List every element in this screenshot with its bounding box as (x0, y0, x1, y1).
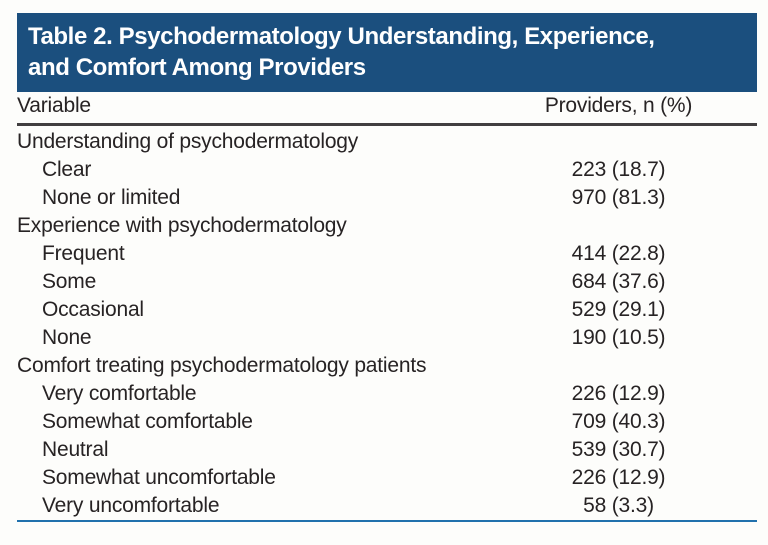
row-label: Some (42, 270, 97, 293)
row-label: Frequent (42, 242, 125, 265)
row-value: 226 (12.9) (571, 466, 666, 489)
row-value: 414 (22.8) (571, 242, 666, 265)
row-label: Occasional (42, 298, 144, 321)
row-value: 529 (29.1) (571, 298, 666, 321)
row-label: Clear (42, 158, 92, 181)
table-header-row: Variable Providers, n (%) (17, 92, 757, 126)
row-label: Understanding of psychodermatology (17, 130, 359, 153)
table-body: Understanding of psychodermatology Clear 2… (17, 126, 757, 522)
column-header-providers: Providers, n (%) (544, 94, 693, 117)
table-row: Somewhat comfortable 709 (40.3) (17, 408, 757, 436)
row-label: None (42, 326, 92, 349)
table-row: None or limited 970 (81.3) (17, 184, 757, 212)
row-value: 223 (18.7) (571, 158, 666, 181)
table-row: Understanding of psychodermatology (17, 128, 757, 156)
table-title-bar: Table 2. Psychodermatology Understanding… (17, 13, 757, 92)
row-value: 539 (30.7) (571, 438, 666, 461)
column-header-variable: Variable (17, 94, 91, 117)
table-title-line2: and Comfort Among Providers (28, 54, 366, 81)
table-row: Very comfortable 226 (12.9) (17, 380, 757, 408)
row-label: Somewhat uncomfortable (42, 466, 276, 489)
table-row: Experience with psychodermatology (17, 212, 757, 240)
row-label: Very comfortable (42, 382, 197, 405)
table-title-line1: Table 2. Psychodermatology Understanding… (28, 23, 655, 50)
table-row: Some 684 (37.6) (17, 268, 757, 296)
row-value: 190 (10.5) (571, 326, 666, 349)
table-row: None 190 (10.5) (17, 324, 757, 352)
table-container: Table 2. Psychodermatology Understanding… (17, 13, 757, 522)
table-row: Neutral 539 (30.7) (17, 436, 757, 464)
row-label: Somewhat comfortable (42, 410, 253, 433)
row-value: 226 (12.9) (571, 382, 666, 405)
row-value: 684 (37.6) (571, 270, 666, 293)
row-value: 970 (81.3) (571, 186, 666, 209)
table-row: Very uncomfortable 58 (3.3) (17, 492, 757, 520)
row-value: 709 (40.3) (571, 410, 666, 433)
row-label: None or limited (42, 186, 181, 209)
row-label: Very uncomfortable (42, 494, 220, 517)
row-label: Neutral (42, 438, 109, 461)
table-row: Occasional 529 (29.1) (17, 296, 757, 324)
table-row: Clear 223 (18.7) (17, 156, 757, 184)
table-row: Frequent 414 (22.8) (17, 240, 757, 268)
row-label: Experience with psychodermatology (17, 214, 347, 237)
table-row: Comfort treating psychodermatology patie… (17, 352, 757, 380)
table-row: Somewhat uncomfortable 226 (12.9) (17, 464, 757, 492)
row-value: 58 (3.3) (583, 494, 654, 517)
row-label: Comfort treating psychodermatology patie… (17, 354, 427, 377)
